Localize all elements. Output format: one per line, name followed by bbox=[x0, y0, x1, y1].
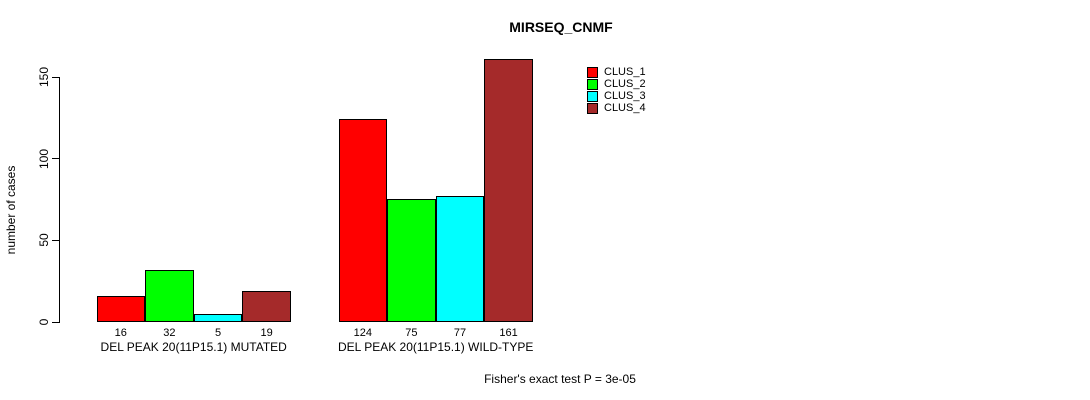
y-axis-label: number of cases bbox=[4, 165, 18, 255]
chart-title: MIRSEQ_CNMF bbox=[509, 19, 613, 35]
annotation-text: Fisher's exact test P = 3e-05 bbox=[484, 372, 636, 386]
legend-item: CLUS_3 bbox=[587, 90, 646, 102]
legend-item: CLUS_1 bbox=[587, 66, 646, 78]
bar-value-label: 161 bbox=[499, 327, 518, 339]
y-tick-mark bbox=[52, 239, 59, 241]
legend: CLUS_1 CLUS_2 CLUS_3 CLUS_4 bbox=[587, 66, 646, 114]
y-tick-label: 50 bbox=[37, 233, 51, 248]
legend-label: CLUS_1 bbox=[604, 66, 646, 78]
legend-label: CLUS_3 bbox=[604, 90, 646, 102]
legend-item: CLUS_4 bbox=[587, 102, 646, 114]
bar-clus_4-group1 bbox=[242, 291, 291, 322]
bar-value-label: 19 bbox=[260, 327, 273, 339]
bar-clus_3-group1 bbox=[193, 314, 243, 322]
y-tick-mark bbox=[52, 158, 59, 160]
bar-value-label: 75 bbox=[405, 327, 418, 339]
y-tick-label: 150 bbox=[37, 66, 51, 88]
bar-value-label: 32 bbox=[163, 327, 176, 339]
y-tick-label: 100 bbox=[37, 148, 51, 169]
legend-color-swatch bbox=[587, 102, 598, 114]
bar-clus_1-group1 bbox=[96, 296, 146, 322]
bar-clus_3-group2 bbox=[435, 196, 485, 322]
bar-value-label: 16 bbox=[114, 327, 127, 339]
x-category-label: DEL PEAK 20(11P15.1) WILD-TYPE bbox=[337, 340, 534, 354]
bar-clus_4-group2 bbox=[484, 59, 533, 322]
bar-clus_1-group2 bbox=[338, 119, 388, 322]
legend-color-swatch bbox=[587, 90, 598, 102]
legend-color-swatch bbox=[587, 66, 598, 78]
y-tick-label: 0 bbox=[37, 318, 51, 326]
bar-value-label: 5 bbox=[214, 327, 222, 339]
bar-clus_2-group1 bbox=[145, 270, 194, 322]
legend-label: CLUS_4 bbox=[604, 102, 646, 114]
legend-item: CLUS_2 bbox=[587, 78, 646, 90]
y-tick-mark bbox=[52, 76, 59, 78]
legend-color-swatch bbox=[587, 78, 598, 90]
bar-clus_2-group2 bbox=[387, 199, 436, 322]
x-category-label: DEL PEAK 20(11P15.1) MUTATED bbox=[100, 340, 287, 354]
bar-value-label: 77 bbox=[453, 327, 467, 339]
bar-value-label: 124 bbox=[353, 327, 372, 339]
y-tick-mark bbox=[52, 321, 59, 323]
legend-label: CLUS_2 bbox=[604, 78, 646, 90]
y-axis-line bbox=[59, 77, 60, 323]
